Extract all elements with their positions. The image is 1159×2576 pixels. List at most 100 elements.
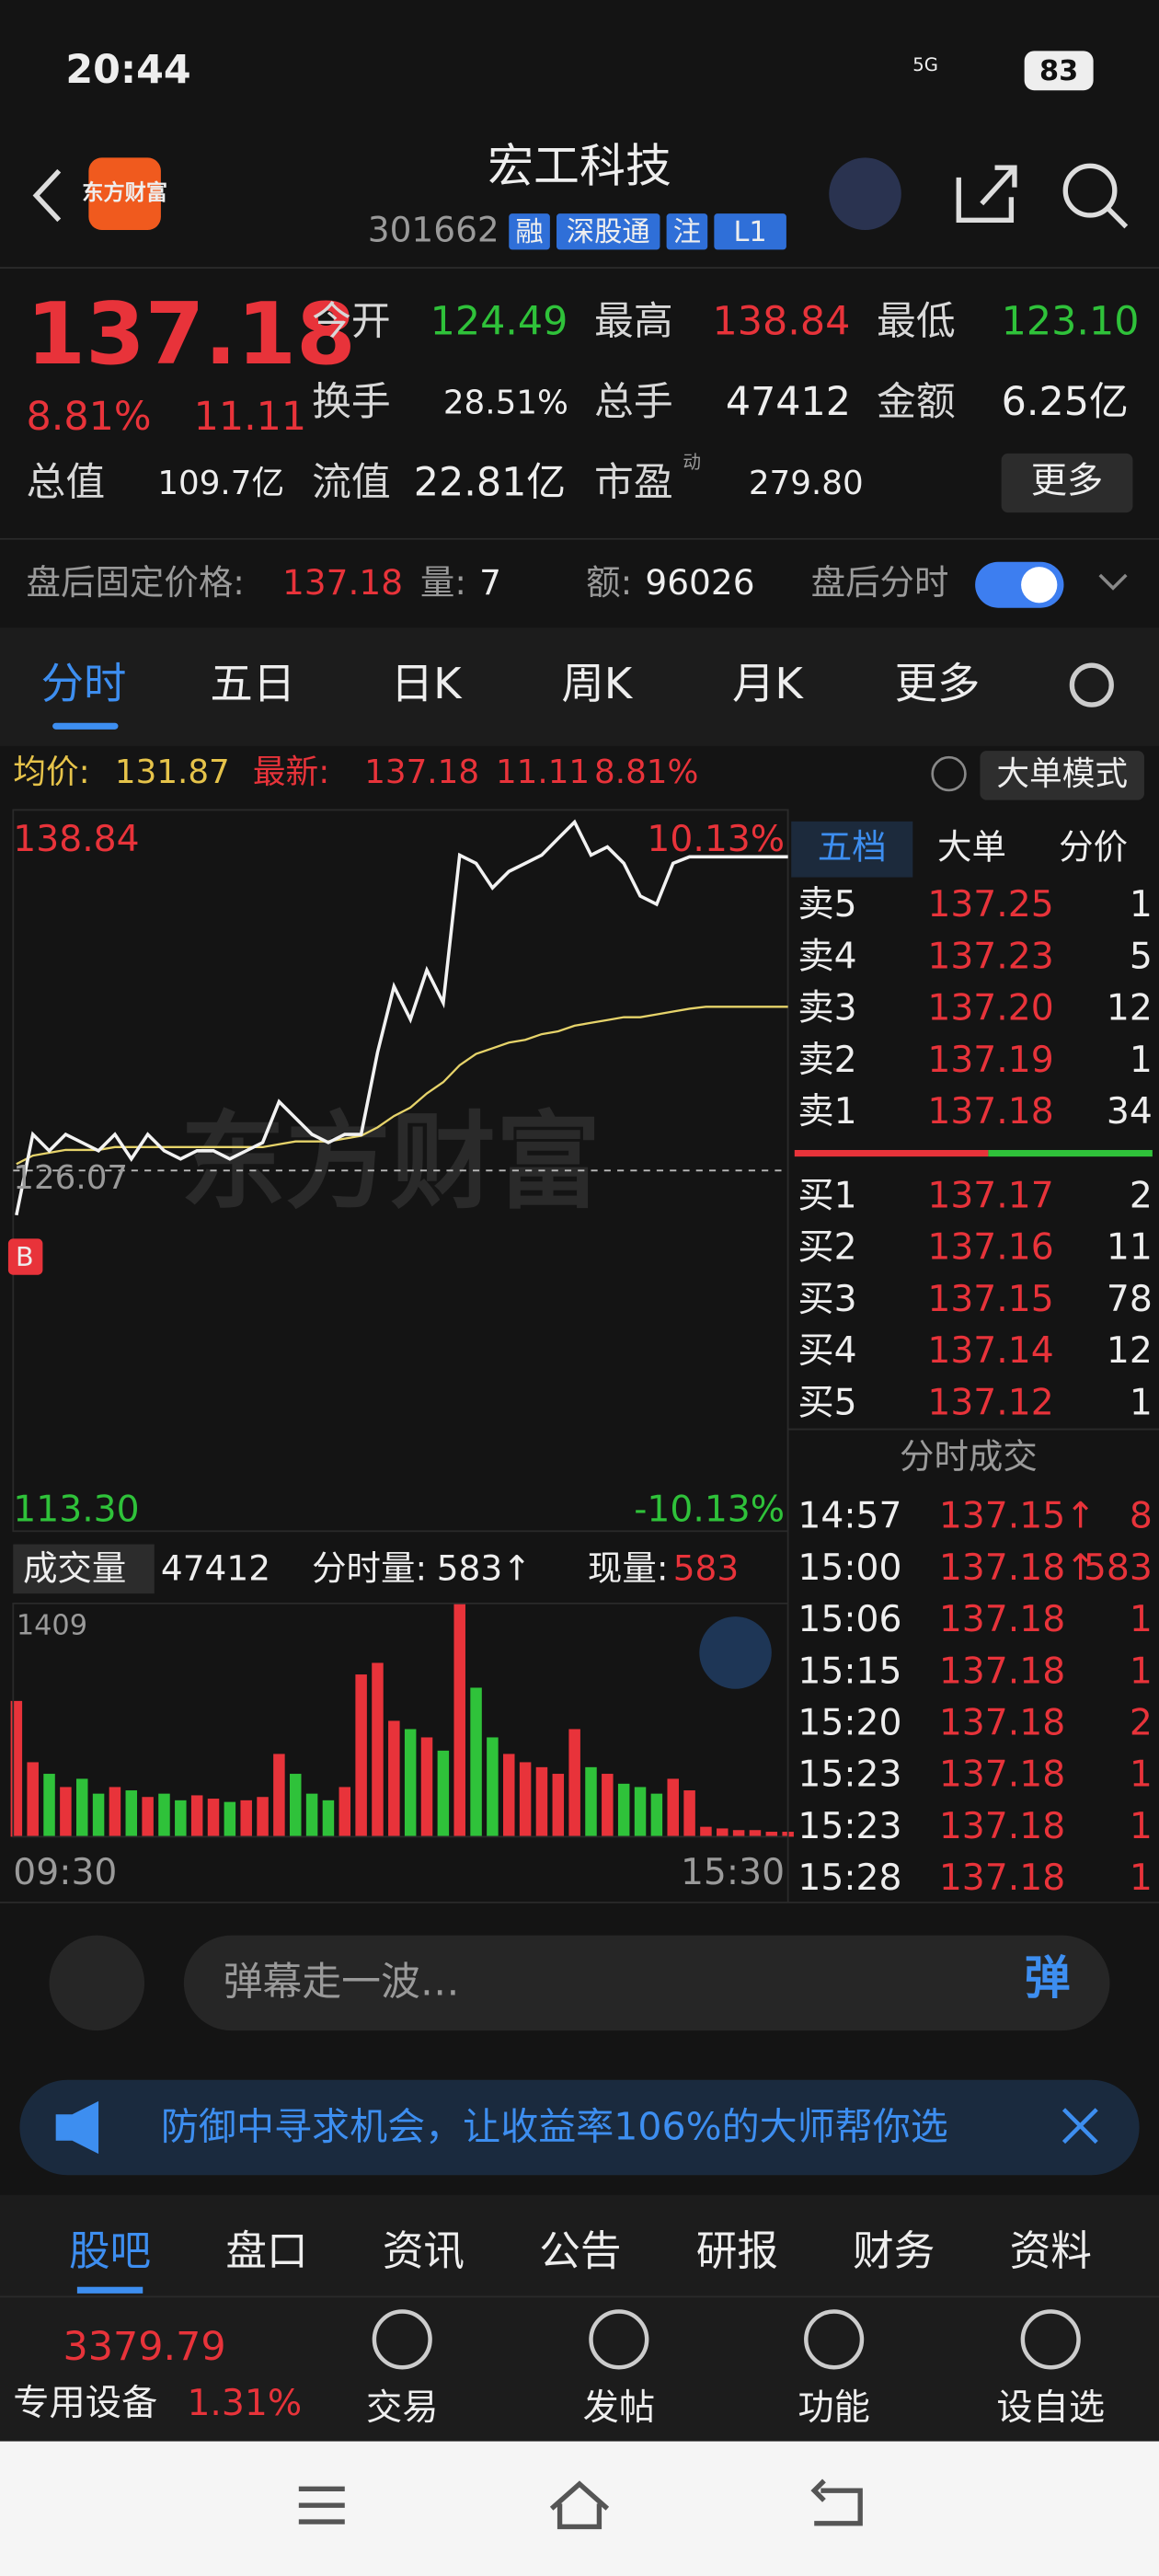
spread-bar-green [988,1150,1153,1157]
value: 96026 [645,562,754,603]
volume-bar [190,1795,203,1837]
label: 额: [586,562,632,603]
book-label: 卖5 [798,884,856,926]
mode-button[interactable] [980,751,1144,800]
label: 市盈 [594,459,673,505]
bottom-tab[interactable]: 资讯 [383,2227,465,2275]
book-price: 137.14 [927,1330,1053,1372]
axis-label: 1409 [17,1609,87,1641]
volume-bar [290,1774,302,1837]
tab-indicator [52,722,119,730]
trade-price: 137.18 [939,1702,1065,1743]
nav-item[interactable]: 发帖 [583,2387,656,2429]
back-system-button[interactable] [810,2478,863,2526]
expand[interactable] [1098,573,1128,591]
trade-price: 137.18 [939,1599,1065,1640]
danmaku-button[interactable]: 弹 [1025,1951,1071,2005]
axis-label: 113.30 [13,1489,139,1530]
volume-bar [207,1799,220,1837]
sector-pct: 1.31% [187,2383,302,2424]
tab[interactable]: 日K [391,659,463,708]
volume-bar [617,1783,630,1837]
logo [88,157,161,230]
back-button[interactable] [32,168,62,223]
volume-bar [305,1793,318,1837]
bottom-tab[interactable]: 资料 [1010,2227,1092,2275]
tag: 深股通 [567,216,650,248]
comment-icon[interactable] [49,1935,145,2031]
book-vol: 78 [1107,1279,1153,1320]
tab[interactable]: 周K [561,659,633,708]
bottom-tab[interactable]: 盘口 [225,2227,307,2275]
trade-time: 14:57 [798,1495,901,1536]
value: 6.25亿 [1002,379,1129,425]
trades-title: 分时成交 [900,1436,1038,1477]
banner-icon [55,2100,99,2155]
tab-bar [0,627,1159,746]
trade-vol: 8 [1130,1495,1153,1536]
assistant-icon[interactable] [829,157,901,230]
tab[interactable]: 五日 [210,659,295,708]
comment-input[interactable] [183,1935,1110,2031]
fullscreen[interactable] [699,1616,772,1689]
book-tab[interactable]: 分价 [1059,827,1128,868]
spread-bar-red [794,1150,989,1157]
mode-label: 大单模式 [996,755,1128,793]
bottom-tab[interactable]: 研报 [696,2227,778,2275]
battery-icon [1024,51,1094,91]
tag-bg [557,213,660,250]
volume-bar [585,1766,597,1837]
trade-vol: 2 [1130,1702,1153,1743]
home-button[interactable] [549,2480,610,2530]
x-label: 15:30 [681,1852,785,1893]
nav-item[interactable]: 设自选 [996,2387,1105,2429]
book-label: 买4 [798,1330,856,1372]
book-vol: 1 [1130,1040,1153,1081]
label: 最低 [877,298,956,344]
axis-label: 138.84 [13,819,139,860]
trade-price: 137.18 [939,1754,1065,1796]
help[interactable] [931,755,967,792]
volume-bar [683,1790,695,1837]
volume-dropdown[interactable] [13,1544,155,1594]
volume-bar [765,1832,778,1837]
banner[interactable] [19,2079,1140,2176]
banner-text: 防御中寻求机会，让收益率106%的大师帮你选 [161,2104,948,2148]
tag-bg [714,213,786,250]
buy-marker[interactable] [7,1238,43,1275]
trade-time: 15:28 [798,1857,901,1899]
bottom-tabs: 股吧 盘口 资讯 公告 研报 财务 资料 [0,2227,1159,2298]
nav-item[interactable]: 交易 [366,2387,439,2429]
label: 盘后固定价格: [27,562,245,603]
nav-icon [372,2309,432,2370]
banner-close[interactable] [1061,2108,1098,2145]
search-button[interactable] [1062,163,1118,218]
book-tab[interactable]: 大单 [937,827,1006,868]
bottom-tab[interactable]: 公告 [539,2227,621,2275]
value: 124.49 [430,298,568,344]
book-label: 卖2 [798,1040,856,1081]
bottom-tab[interactable]: 财务 [853,2227,935,2275]
trade-price: 137.18 [939,1650,1065,1692]
axis-label: 126.07 [13,1159,128,1197]
tab[interactable]: 更多 [895,659,981,708]
more-button[interactable] [1001,453,1133,513]
book-label: 买2 [798,1227,856,1269]
book-tab[interactable]: 五档 [818,827,887,868]
share-button[interactable] [956,165,1017,223]
tab[interactable]: 月K [732,659,804,708]
avg-line [16,1006,788,1166]
value: 47412 [726,379,851,425]
value: 279.80 [749,465,864,502]
trade-time: 15:15 [798,1650,901,1692]
price: 137.18 [27,284,356,384]
tags: 融深股通注 L1 [509,213,786,250]
tab[interactable]: 分时 [41,659,127,708]
menu-button[interactable] [298,2486,345,2524]
trades: 14:57 137.15↑ 8 15:00 137.18↑583 15:06 137.18 1… [798,1495,1152,1899]
nav-item[interactable]: 功能 [798,2387,870,2429]
settings[interactable] [1069,662,1114,707]
bottom-tab[interactable]: 股吧 [69,2227,151,2275]
